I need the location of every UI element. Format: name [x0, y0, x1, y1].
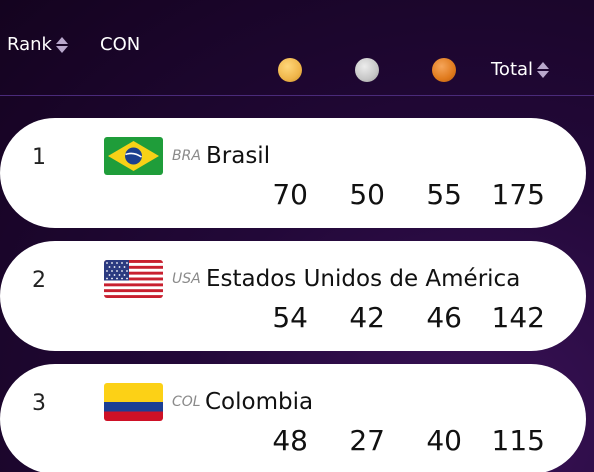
country-name[interactable]: Estados Unidos de América [206, 266, 521, 292]
country-code: USA [172, 271, 201, 287]
silver-count: 27 [349, 424, 385, 457]
table-row[interactable]: 3 COL Colombia 48 27 40 115 [0, 364, 586, 472]
gold-count: 70 [272, 178, 308, 211]
total-count: 115 [491, 424, 545, 457]
silver-count: 50 [349, 178, 385, 211]
bronze-count: 55 [426, 178, 462, 211]
gold-count: 54 [272, 301, 308, 334]
silver-medal-icon [355, 58, 379, 82]
rank-value: 3 [32, 391, 46, 416]
rank-value: 1 [32, 145, 46, 170]
sort-icon[interactable] [55, 36, 68, 54]
country-name[interactable]: Brasil [206, 143, 271, 169]
rank-value: 2 [32, 268, 46, 293]
country-code: BRA [172, 148, 201, 164]
country-code: COL [172, 394, 201, 410]
table-row[interactable]: 2 USA Estados Unidos de América 54 42 46… [0, 241, 586, 351]
silver-count: 42 [349, 301, 385, 334]
gold-medal-icon [278, 58, 302, 82]
bronze-count: 46 [426, 301, 462, 334]
usa-flag-icon [104, 260, 163, 298]
total-header-label: Total [491, 59, 534, 80]
medal-table-header: Rank CON Total [0, 0, 594, 96]
total-count: 175 [491, 178, 545, 211]
total-sort-header[interactable]: Total [491, 59, 550, 80]
country-name[interactable]: Colombia [205, 389, 314, 415]
rank-sort-header[interactable]: Rank [7, 34, 68, 55]
sort-icon[interactable] [537, 61, 550, 79]
rank-header-label: Rank [7, 34, 52, 55]
bronze-medal-icon [432, 58, 456, 82]
gold-count: 48 [272, 424, 308, 457]
bronze-count: 40 [426, 424, 462, 457]
brazil-flag-icon [104, 137, 163, 175]
con-header-label: CON [100, 34, 141, 55]
colombia-flag-icon [104, 383, 163, 421]
table-row[interactable]: 1 BRA Brasil 70 50 55 175 [0, 118, 586, 228]
total-count: 142 [491, 301, 545, 334]
